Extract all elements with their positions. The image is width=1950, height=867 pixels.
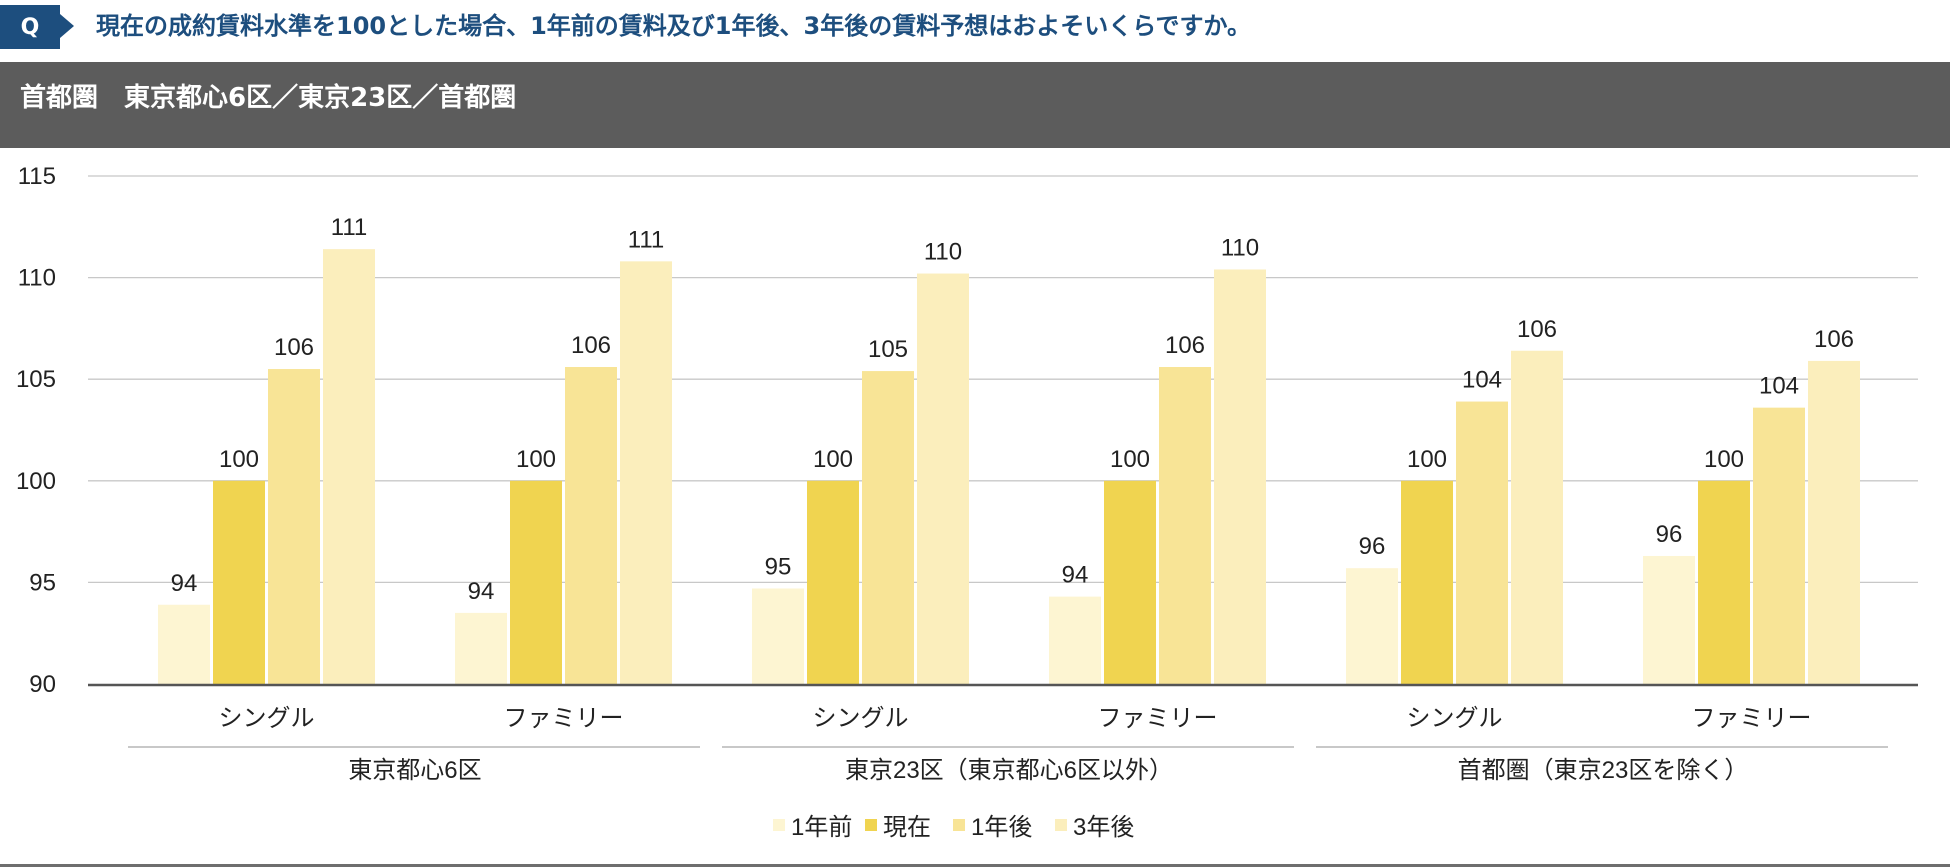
group-label: 東京23区（東京都心6区以外） <box>845 757 1173 784</box>
data-label: 100 <box>813 446 853 473</box>
group-label: 首都圏（東京23区を除く） <box>1458 757 1749 784</box>
legend-label: 1年後 <box>971 814 1032 841</box>
section-title: 首都圏 東京都心6区／東京23区／首都圏 <box>20 83 517 113</box>
bar <box>1346 568 1398 684</box>
bar <box>213 480 265 684</box>
x-tick-label: ファミリー <box>1692 705 1812 732</box>
data-label: 104 <box>1759 373 1799 400</box>
data-label: 100 <box>1110 446 1150 473</box>
bar <box>807 480 859 684</box>
data-label: 96 <box>1359 533 1386 560</box>
x-tick-label: ファミリー <box>504 705 624 732</box>
x-tick-label: シングル <box>1407 705 1503 732</box>
y-tick-label: 105 <box>16 366 56 393</box>
bar <box>158 604 210 684</box>
question-text: 現在の成約賃料水準を100とした場合、1年前の賃料及び1年後、3年後の賃料予想は… <box>96 12 1251 40</box>
data-label: 106 <box>571 332 611 359</box>
x-tick-label: ファミリー <box>1098 705 1218 732</box>
bar <box>1698 480 1750 684</box>
bar <box>862 371 914 684</box>
bar <box>268 369 320 684</box>
data-label: 111 <box>628 226 664 253</box>
data-label: 106 <box>1517 316 1557 343</box>
bar <box>1643 555 1695 684</box>
bar <box>1511 350 1563 684</box>
data-label: 100 <box>1704 446 1744 473</box>
y-tick-label: 90 <box>29 671 56 698</box>
x-tick-label: シングル <box>219 705 315 732</box>
question-badge: Q <box>0 5 60 49</box>
legend-label: 1年前 <box>791 814 852 841</box>
data-label: 105 <box>868 336 908 363</box>
data-label: 94 <box>1062 562 1089 589</box>
data-label: 94 <box>171 570 198 597</box>
bar <box>620 261 672 684</box>
bar <box>323 249 375 684</box>
bar <box>1214 269 1266 684</box>
group-label: 東京都心6区 <box>348 757 481 784</box>
bar <box>1808 360 1860 684</box>
bar <box>565 367 617 684</box>
bottom-divider <box>0 864 1950 867</box>
bar <box>917 273 969 684</box>
legend-swatch <box>865 819 877 831</box>
y-tick-label: 110 <box>18 265 56 292</box>
data-label: 106 <box>1165 332 1205 359</box>
question-bar: Q 現在の成約賃料水準を100とした場合、1年前の賃料及び1年後、3年後の賃料予… <box>0 0 1950 52</box>
data-label: 106 <box>1814 326 1854 353</box>
legend-swatch <box>1055 819 1067 831</box>
bar <box>1159 367 1211 684</box>
bar <box>455 612 507 684</box>
bar <box>510 480 562 684</box>
bar <box>1753 407 1805 684</box>
legend-label: 3年後 <box>1073 814 1134 841</box>
y-tick-label: 115 <box>18 163 56 190</box>
bar <box>752 588 804 684</box>
data-label: 100 <box>516 446 556 473</box>
data-label: 94 <box>468 578 495 605</box>
legend-swatch <box>773 819 785 831</box>
data-label: 95 <box>765 553 792 580</box>
data-label: 110 <box>924 239 962 266</box>
legend-label: 現在 <box>883 814 931 841</box>
legend-swatch <box>953 819 965 831</box>
bar <box>1401 480 1453 684</box>
data-label: 110 <box>1221 234 1259 261</box>
badge-arrow-icon <box>60 14 74 38</box>
bar-chart: 90 95 100 105 110 115 94 100 106 111 シングル 94 100 106 1… <box>16 163 1918 841</box>
y-tick-label: 100 <box>16 468 56 495</box>
bar <box>1049 596 1101 684</box>
x-tick-label: シングル <box>813 705 909 732</box>
bar <box>1104 480 1156 684</box>
data-label: 106 <box>274 334 314 361</box>
data-label: 104 <box>1462 367 1502 394</box>
bar <box>1456 401 1508 684</box>
y-tick-label: 95 <box>29 569 56 596</box>
data-label: 100 <box>1407 446 1447 473</box>
data-label: 111 <box>331 214 367 241</box>
section-header: 首都圏 東京都心6区／東京23区／首都圏 <box>0 62 1950 148</box>
data-label: 96 <box>1656 521 1683 548</box>
data-label: 100 <box>219 446 259 473</box>
